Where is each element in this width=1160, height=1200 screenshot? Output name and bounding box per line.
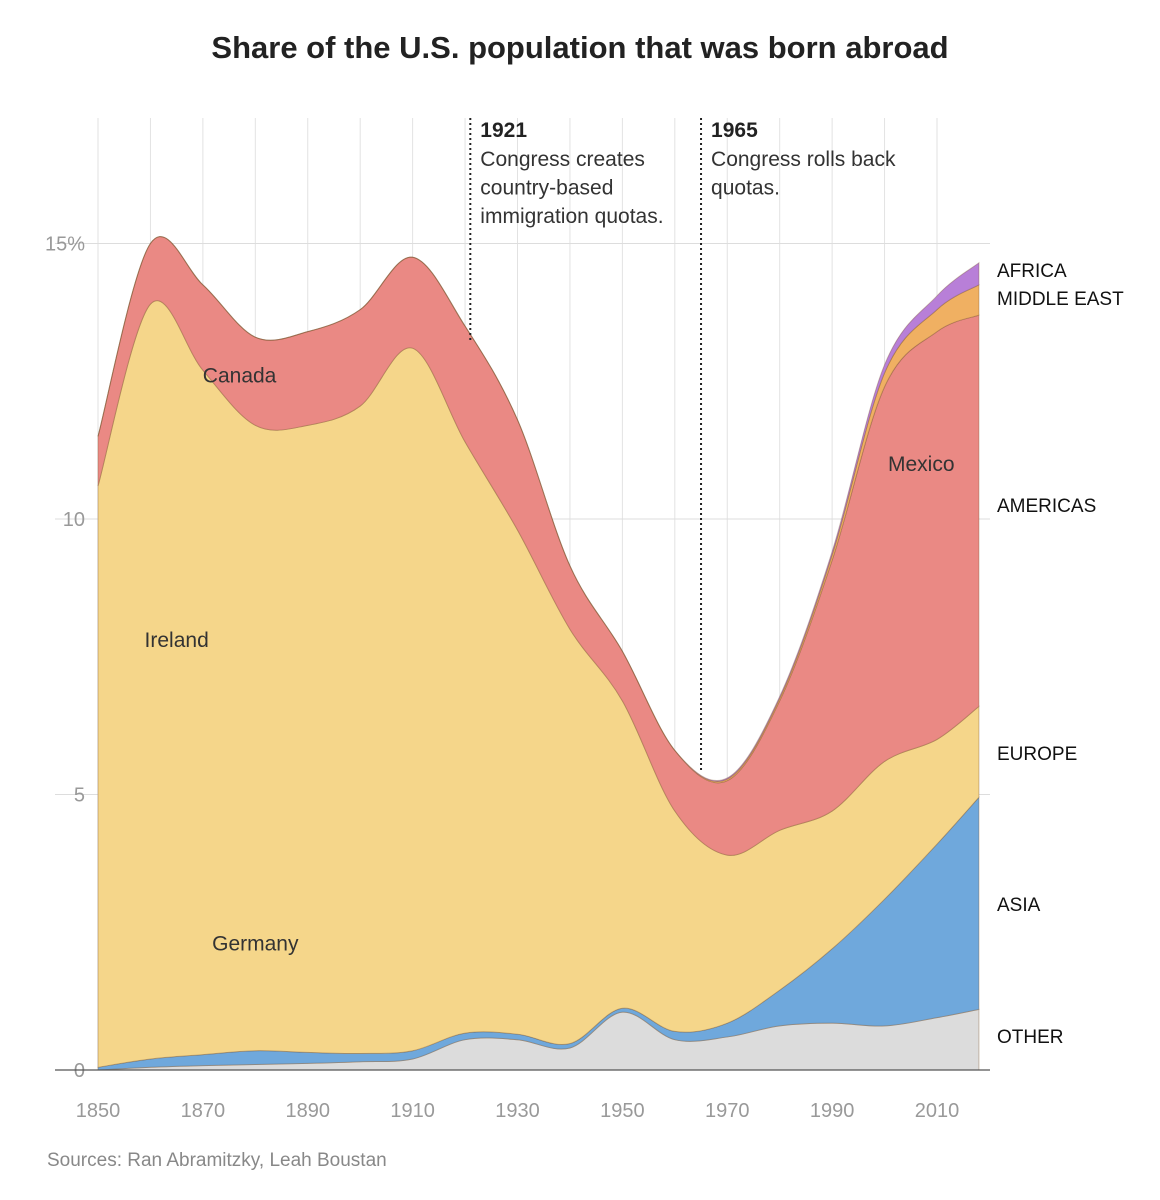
series-label: AMERICAS [997, 496, 1096, 517]
area-africa [97, 236, 980, 782]
event-description: Congress creates [480, 148, 645, 171]
event-description: immigration quotas. [480, 205, 663, 228]
y-tick-label: 5 [74, 785, 85, 807]
x-tick-label: 1990 [810, 1100, 855, 1122]
source-note: Sources: Ran Abramitzky, Leah Boustan [47, 1150, 387, 1171]
area-annotation: Mexico [888, 453, 955, 476]
event-description: quotas. [711, 177, 780, 200]
event-description: Congress rolls back [711, 148, 896, 171]
area-middle-east [97, 236, 980, 784]
series-label: AFRICA [997, 261, 1067, 282]
x-tick-label: 1970 [705, 1100, 750, 1122]
x-tick-label: 1910 [390, 1100, 435, 1122]
y-tick-label: 15% [45, 234, 85, 256]
series-label: ASIA [997, 895, 1041, 916]
y-tick-label: 10 [63, 509, 85, 531]
area-annotation: Germany [212, 932, 299, 955]
x-tick-label: 1950 [600, 1100, 645, 1122]
series-label: OTHER [997, 1027, 1064, 1048]
x-tick-label: 1930 [495, 1100, 540, 1122]
series-label: EUROPE [997, 744, 1077, 765]
x-tick-label: 1850 [76, 1100, 121, 1122]
event-year: 1921 [480, 119, 527, 142]
event-year: 1965 [711, 119, 758, 142]
area-annotation: Ireland [145, 629, 209, 652]
area-annotation: Canada [203, 365, 277, 388]
x-tick-label: 2010 [915, 1100, 960, 1122]
x-tick-label: 1890 [286, 1100, 331, 1122]
chart-title: Share of the U.S. population that was bo… [211, 30, 949, 65]
event-description: country-based [480, 177, 613, 200]
series-label: MIDDLE EAST [997, 289, 1124, 310]
y-tick-label: 0 [74, 1060, 85, 1082]
x-tick-label: 1870 [181, 1100, 226, 1122]
